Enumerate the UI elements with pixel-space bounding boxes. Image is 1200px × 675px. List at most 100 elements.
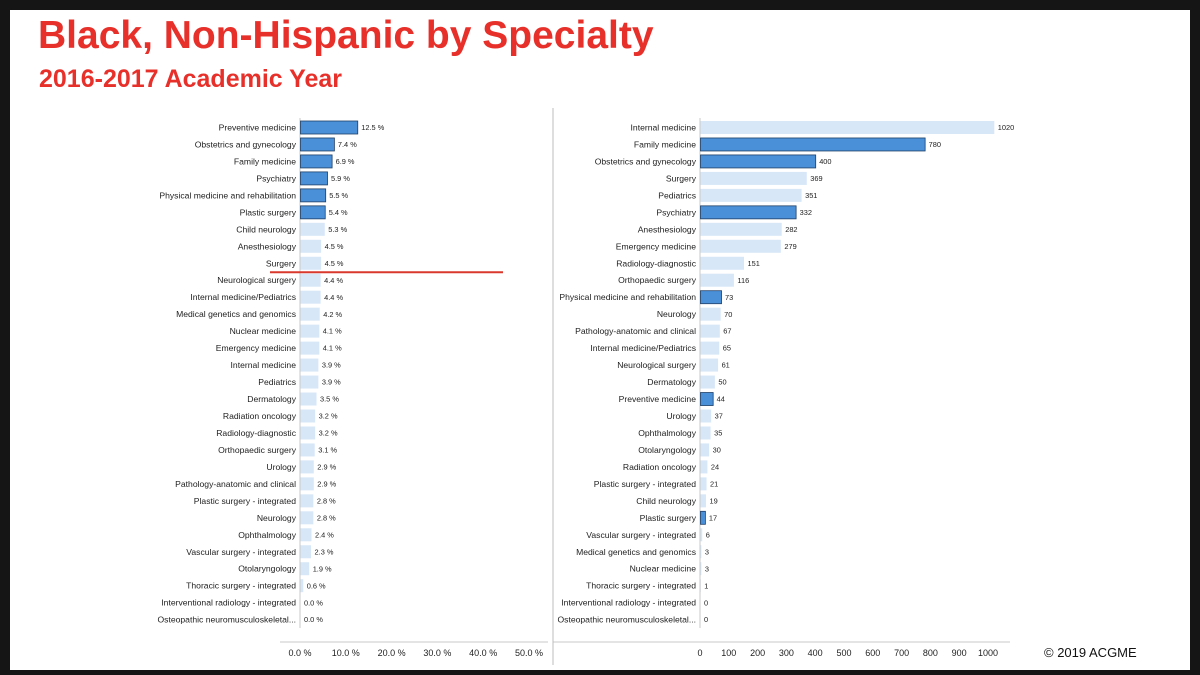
chart-right-value-label: 0: [704, 598, 708, 607]
chart-right-value-label: 70: [724, 310, 732, 319]
chart-left-bar: [300, 426, 316, 440]
chart-right-tick-label: 700: [894, 648, 909, 658]
chart-right-bar: [700, 443, 710, 457]
chart-right-tick-label: 200: [750, 648, 765, 658]
chart-right-category-label: Nuclear medicine: [630, 564, 697, 574]
chart-right-value-label: 1020: [998, 123, 1014, 132]
chart-right-value-label: 44: [717, 395, 725, 404]
chart-left-bar: [300, 545, 312, 559]
chart-right-bar: [700, 239, 781, 253]
chart-left-tick-label: 40.0 %: [469, 648, 497, 658]
chart-left-value-label: 1.9 %: [313, 564, 332, 573]
chart-right-bar: [700, 290, 722, 305]
chart-left-category-label: Emergency medicine: [216, 343, 296, 353]
chart-right-category-label: Radiology-diagnostic: [616, 258, 696, 268]
chart-left-category-label: Nuclear medicine: [230, 326, 297, 336]
chart-right-bar: [700, 528, 703, 542]
chart-right-category-label: Orthopaedic surgery: [618, 275, 697, 285]
chart-right-value-label: 369: [810, 174, 822, 183]
chart-left-value-label: 2.9 %: [317, 463, 336, 472]
chart-right-value-label: 67: [723, 327, 731, 336]
chart-left-category-label: Family medicine: [234, 156, 296, 166]
chart-left-tick-label: 30.0 %: [423, 648, 451, 658]
chart-left-bar: [300, 494, 314, 508]
chart-right-category-label: Radiation oncology: [623, 462, 697, 472]
chart-right-bar: [700, 222, 782, 236]
chart-left-bar: [300, 120, 359, 135]
chart-right-category-label: Medical genetics and genomics: [576, 547, 696, 557]
chart-left-value-label: 3.2 %: [319, 412, 338, 421]
chart-left-category-label: Otolaryngology: [238, 564, 297, 574]
chart-left-value-label: 0.6 %: [307, 581, 326, 590]
chart-left-value-label: 6.9 %: [336, 157, 355, 166]
chart-right-value-label: 50: [718, 378, 726, 387]
chart-left-value-label: 2.3 %: [315, 547, 334, 556]
chart-right-value-label: 332: [800, 208, 812, 217]
chart-left-bar: [300, 307, 320, 321]
chart-right-category-label: Plastic surgery - integrated: [594, 479, 696, 489]
chart-left-value-label: 4.1 %: [323, 344, 342, 353]
chart-left-category-label: Internal medicine/Pediatrics: [190, 292, 296, 302]
chart-right-value-label: 151: [747, 259, 759, 268]
chart-right-value-label: 282: [785, 225, 797, 234]
chart-left-value-label: 4.4 %: [324, 293, 343, 302]
chart-left-value-label: 5.5 %: [329, 191, 348, 200]
chart-left-bar: [300, 579, 304, 593]
chart-right-bar: [700, 171, 807, 185]
chart-left-category-label: Psychiatry: [256, 173, 296, 183]
chart-right-bar: [700, 409, 712, 423]
chart-left-value-label: 3.9 %: [322, 378, 341, 387]
chart-left-category-label: Medical genetics and genomics: [176, 309, 296, 319]
chart-left-category-label: Pediatrics: [258, 377, 296, 387]
chart-left-bar: [300, 154, 333, 169]
chart-left-value-label: 7.4 %: [338, 140, 357, 149]
chart-left-bar: [300, 358, 319, 372]
chart-right-bar: [700, 188, 802, 202]
chart-right-category-label: Family medicine: [634, 139, 696, 149]
chart-left-tick-label: 10.0 %: [332, 648, 360, 658]
chart-left-category-label: Radiology-diagnostic: [216, 428, 296, 438]
chart-right-value-label: 17: [709, 513, 717, 522]
chart-left-category-label: Vascular surgery - integrated: [186, 547, 296, 557]
chart-right-category-label: Internal medicine/Pediatrics: [590, 343, 696, 353]
chart-right-bar: [700, 426, 711, 440]
chart-left-value-label: 2.8 %: [317, 496, 336, 505]
chart-right-bar: [700, 510, 706, 525]
chart-right-category-label: Emergency medicine: [616, 241, 696, 251]
chart-left-bar: [300, 341, 320, 355]
chart-left-category-label: Radiation oncology: [223, 411, 297, 421]
chart-right-bar: [700, 154, 817, 169]
chart-left-bar: [300, 409, 316, 423]
chart-right-category-label: Plastic surgery: [640, 513, 697, 523]
chart-right-value-label: 30: [713, 446, 721, 455]
chart-right-bar: [700, 477, 707, 491]
chart-right-category-label: Ophthalmology: [638, 428, 697, 438]
chart-right-category-label: Osteopathic neuromusculoskeletal...: [557, 615, 696, 625]
chart-right-category-label: Urology: [666, 411, 696, 421]
chart-left-tick-label: 0.0 %: [288, 648, 311, 658]
chart-right-category-label: Pathology-anatomic and clinical: [575, 326, 696, 336]
chart-right-tick-label: 300: [779, 648, 794, 658]
chart-left-category-label: Internal medicine: [231, 360, 297, 370]
chart-left-value-label: 5.4 %: [329, 208, 348, 217]
chart-left-value-label: 3.2 %: [319, 429, 338, 438]
chart-left-bar: [300, 562, 310, 576]
chart-left-tick-label: 20.0 %: [378, 648, 406, 658]
chart-right-value-label: 400: [819, 157, 831, 166]
chart-left-value-label: 5.9 %: [331, 174, 350, 183]
chart-left-category-label: Surgery: [266, 258, 297, 268]
chart-left-category-label: Plastic surgery - integrated: [194, 496, 296, 506]
chart-right-category-label: Interventional radiology - integrated: [561, 598, 696, 608]
chart-left-category-label: Thoracic surgery - integrated: [186, 581, 296, 591]
chart-right-bar: [700, 121, 995, 134]
chart-left-value-label: 5.3 %: [328, 225, 347, 234]
chart-left-bar: [300, 188, 327, 203]
chart-left-category-label: Pathology-anatomic and clinical: [175, 479, 296, 489]
chart-left-category-label: Orthopaedic surgery: [218, 445, 297, 455]
chart-right-value-label: 61: [722, 361, 730, 370]
chart-right-bar: [700, 545, 702, 559]
chart-right-category-label: Surgery: [666, 173, 697, 183]
chart-left-category-label: Osteopathic neuromusculoskeletal...: [157, 615, 296, 625]
chart-right-bar: [700, 307, 721, 321]
